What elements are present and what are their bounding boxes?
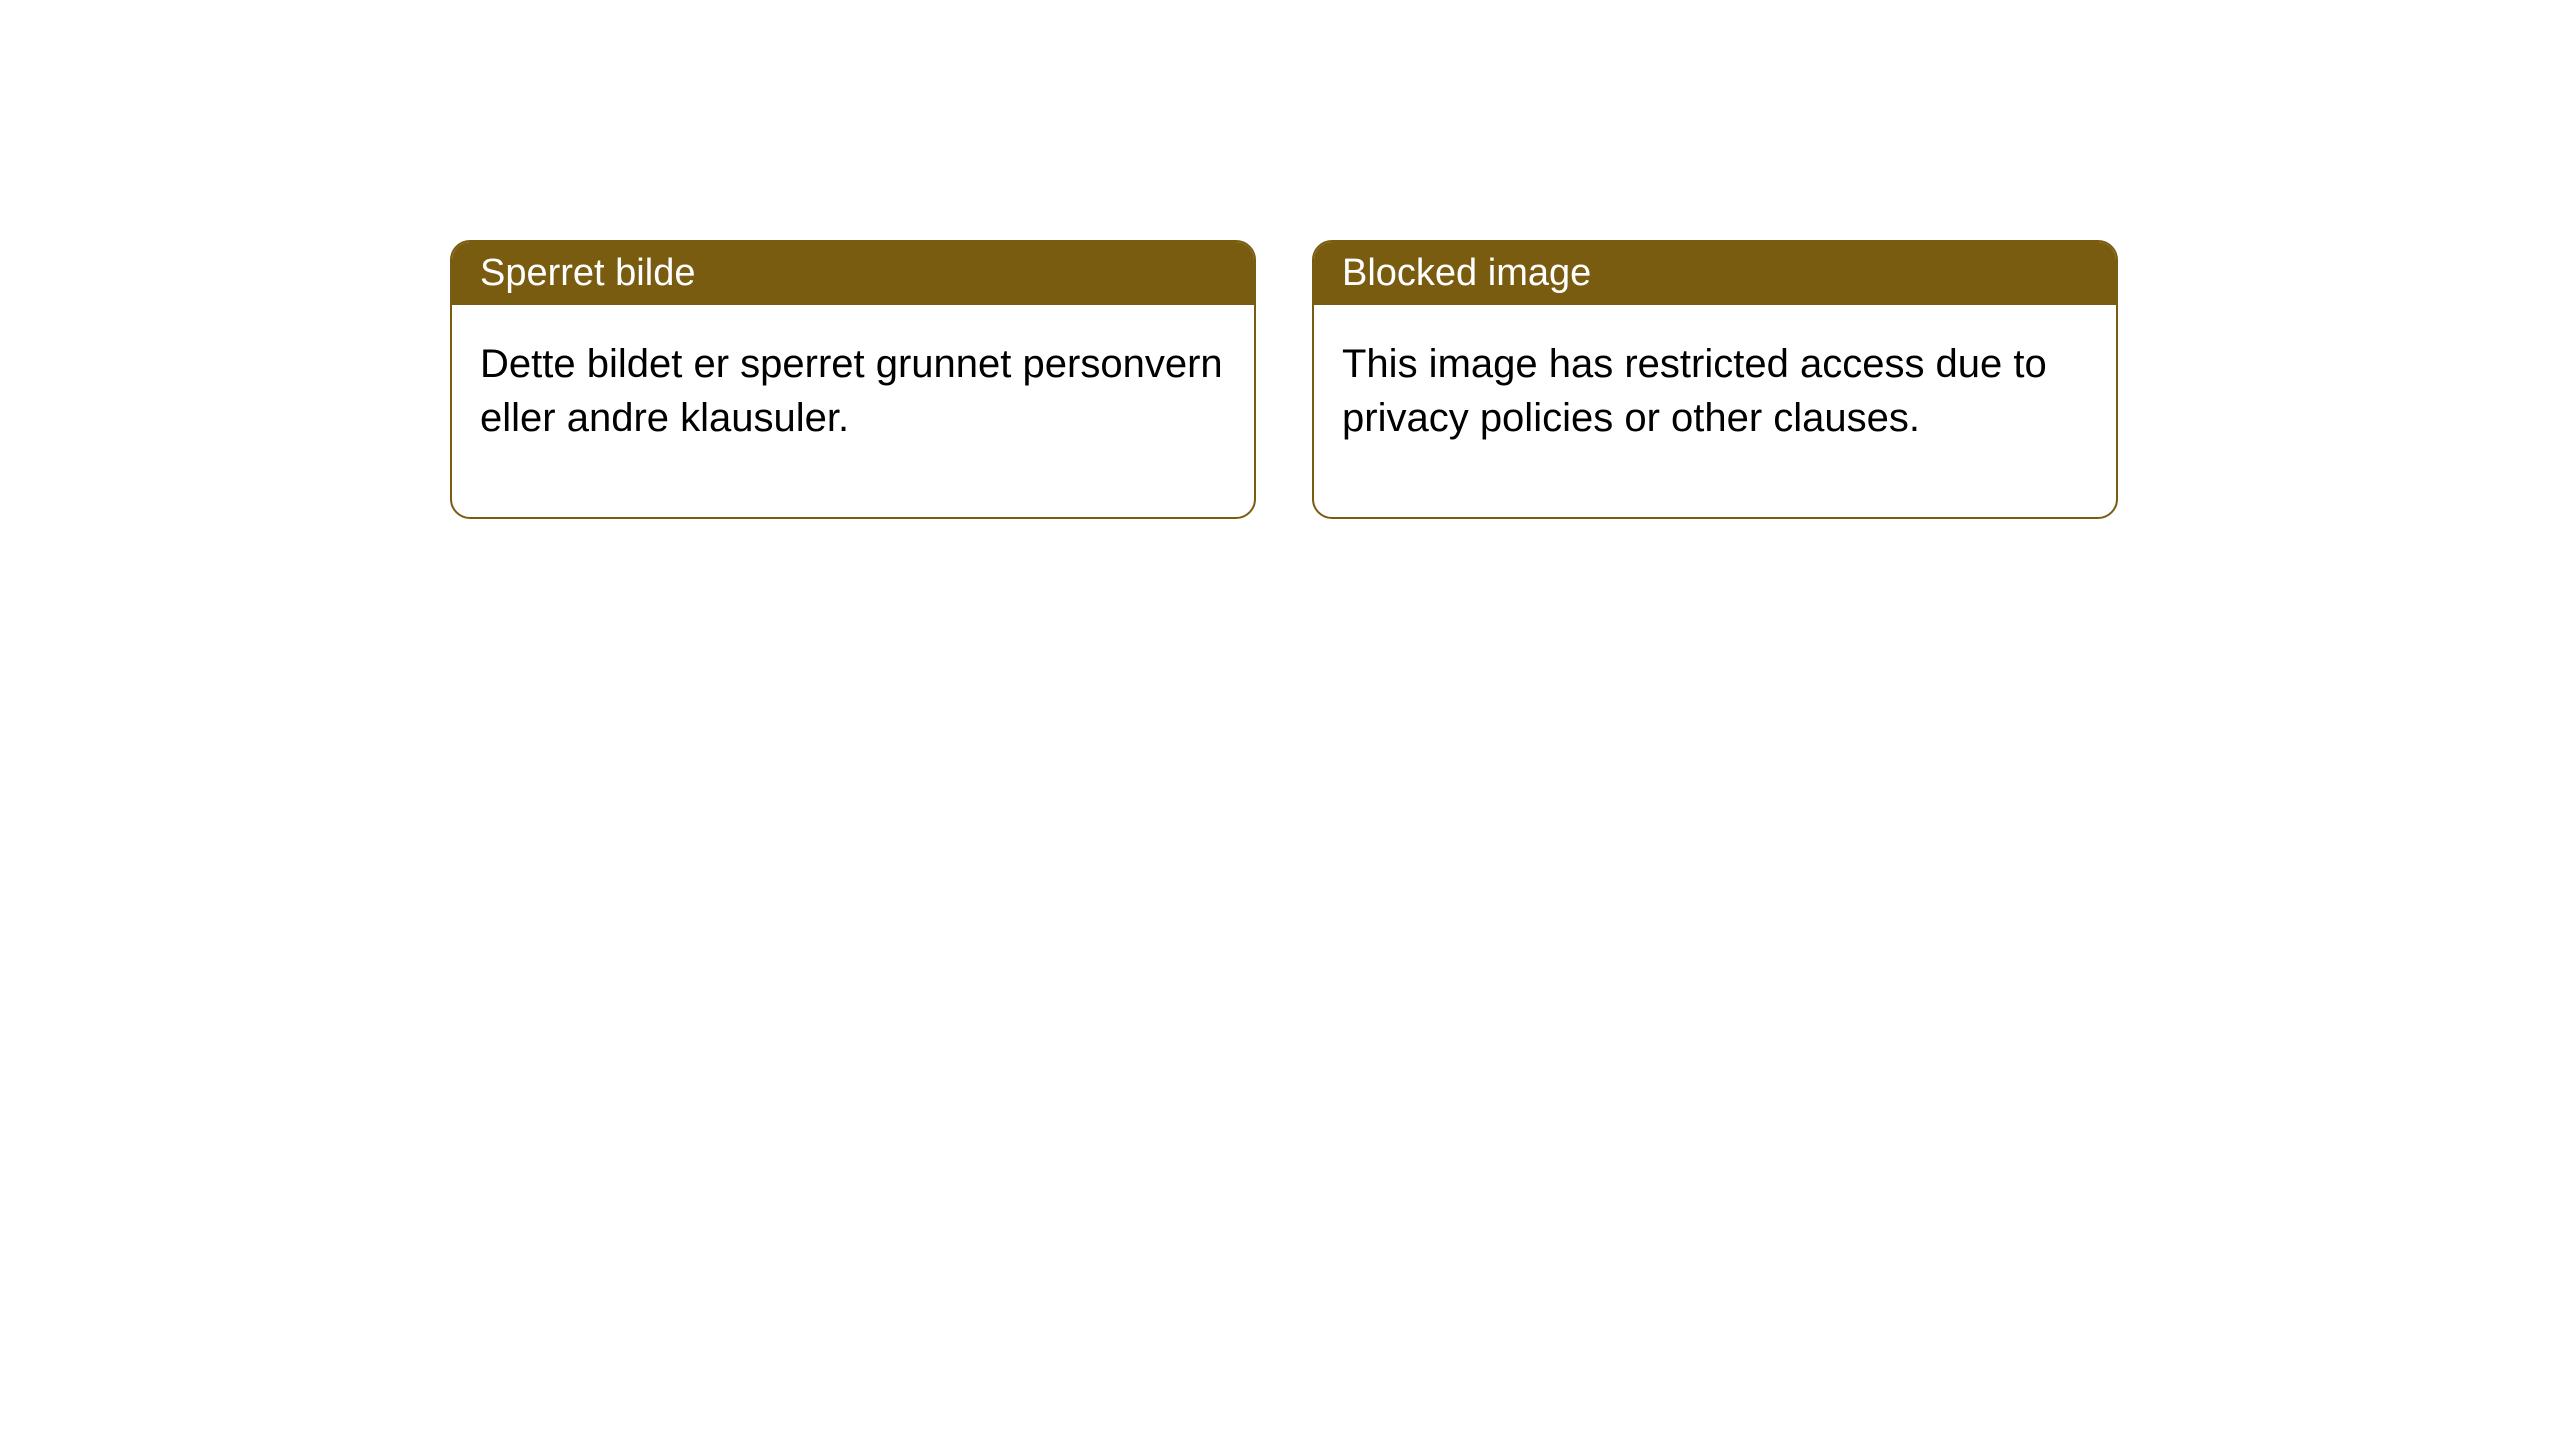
notice-card-norwegian: Sperret bilde Dette bildet er sperret gr…: [450, 240, 1256, 519]
notice-card-header: Sperret bilde: [452, 242, 1254, 305]
notice-card-header: Blocked image: [1314, 242, 2116, 305]
notice-cards-container: Sperret bilde Dette bildet er sperret gr…: [450, 240, 2118, 519]
notice-card-title: Sperret bilde: [480, 252, 695, 294]
notice-card-english: Blocked image This image has restricted …: [1312, 240, 2118, 519]
notice-card-title: Blocked image: [1342, 252, 1591, 294]
notice-card-text: This image has restricted access due to …: [1342, 342, 2047, 440]
notice-card-body: Dette bildet er sperret grunnet personve…: [452, 305, 1254, 517]
notice-card-body: This image has restricted access due to …: [1314, 305, 2116, 517]
notice-card-text: Dette bildet er sperret grunnet personve…: [480, 342, 1223, 440]
